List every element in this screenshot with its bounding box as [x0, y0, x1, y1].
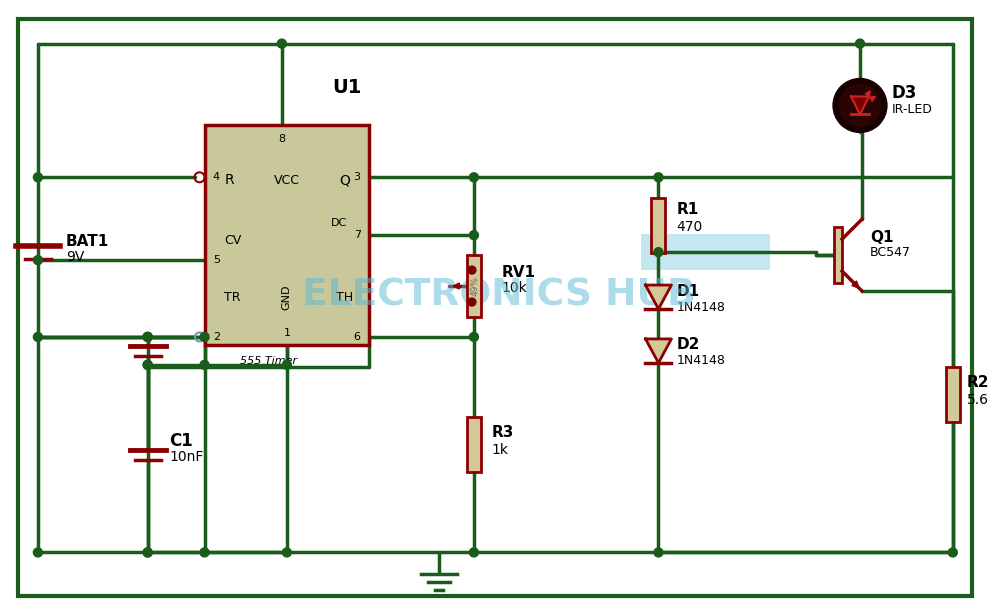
- Text: 1k: 1k: [492, 443, 509, 457]
- Text: Q1: Q1: [870, 229, 894, 245]
- Bar: [204, 125, 369, 345]
- Text: 1N4148: 1N4148: [677, 301, 725, 314]
- Circle shape: [948, 548, 957, 557]
- Text: 5.6: 5.6: [967, 393, 989, 407]
- Text: Q: Q: [338, 173, 349, 188]
- Text: 8: 8: [279, 135, 286, 145]
- Polygon shape: [851, 97, 869, 114]
- Text: 49%: 49%: [470, 276, 479, 296]
- Circle shape: [283, 360, 292, 370]
- Circle shape: [654, 548, 663, 557]
- Circle shape: [654, 248, 663, 256]
- Text: GND: GND: [282, 284, 292, 310]
- Circle shape: [833, 79, 887, 132]
- Text: R2: R2: [967, 375, 989, 391]
- Circle shape: [143, 360, 152, 370]
- Circle shape: [469, 333, 478, 341]
- Circle shape: [468, 298, 476, 306]
- Text: 2: 2: [213, 332, 220, 342]
- Text: 7: 7: [353, 230, 361, 240]
- Bar: [945, 367, 959, 423]
- Text: 10nF: 10nF: [170, 450, 204, 464]
- Text: ELECTRONICS HUB: ELECTRONICS HUB: [302, 277, 695, 313]
- Circle shape: [200, 360, 209, 370]
- Circle shape: [469, 548, 478, 557]
- Bar: [467, 417, 481, 472]
- Text: 555 Timer: 555 Timer: [240, 356, 298, 366]
- Circle shape: [468, 266, 476, 274]
- Text: 5: 5: [213, 255, 220, 265]
- Bar: [641, 234, 770, 270]
- Circle shape: [469, 173, 478, 182]
- Text: C1: C1: [170, 432, 193, 450]
- Circle shape: [34, 256, 43, 264]
- Text: BC547: BC547: [870, 245, 911, 259]
- Circle shape: [34, 548, 43, 557]
- Circle shape: [143, 333, 152, 341]
- Circle shape: [654, 173, 663, 182]
- Text: 1: 1: [284, 328, 291, 338]
- Circle shape: [34, 173, 43, 182]
- Text: R: R: [224, 173, 234, 188]
- Text: IR-LED: IR-LED: [892, 103, 932, 116]
- Bar: [834, 227, 842, 283]
- Text: 3: 3: [354, 172, 361, 182]
- Circle shape: [283, 548, 292, 557]
- Text: 470: 470: [677, 220, 702, 234]
- Circle shape: [200, 333, 209, 341]
- Text: DC: DC: [331, 218, 347, 228]
- Text: CV: CV: [224, 234, 241, 247]
- Circle shape: [839, 84, 881, 127]
- Text: 9V: 9V: [65, 250, 84, 264]
- Text: D1: D1: [677, 284, 699, 298]
- Bar: [467, 255, 481, 317]
- Circle shape: [143, 333, 152, 341]
- Text: 6: 6: [354, 332, 361, 342]
- Circle shape: [143, 333, 152, 341]
- Bar: [652, 198, 666, 253]
- Circle shape: [143, 548, 152, 557]
- Text: U1: U1: [332, 78, 361, 97]
- Text: 10k: 10k: [502, 281, 528, 295]
- Circle shape: [469, 231, 478, 240]
- Circle shape: [278, 39, 287, 48]
- Text: 1N4148: 1N4148: [677, 354, 725, 367]
- Text: R3: R3: [492, 425, 514, 440]
- Text: R1: R1: [677, 202, 698, 216]
- Circle shape: [34, 333, 43, 341]
- Text: D3: D3: [892, 84, 918, 103]
- Polygon shape: [646, 285, 672, 309]
- Text: VCC: VCC: [274, 174, 300, 187]
- Text: BAT1: BAT1: [65, 234, 109, 248]
- Text: 4: 4: [213, 172, 220, 182]
- Circle shape: [143, 548, 152, 557]
- Circle shape: [855, 39, 864, 48]
- Text: TH: TH: [335, 290, 353, 304]
- Polygon shape: [646, 339, 672, 363]
- Text: D2: D2: [677, 338, 699, 352]
- Circle shape: [143, 360, 152, 370]
- Text: RV1: RV1: [502, 264, 536, 280]
- Text: TR: TR: [224, 290, 241, 304]
- Circle shape: [200, 548, 209, 557]
